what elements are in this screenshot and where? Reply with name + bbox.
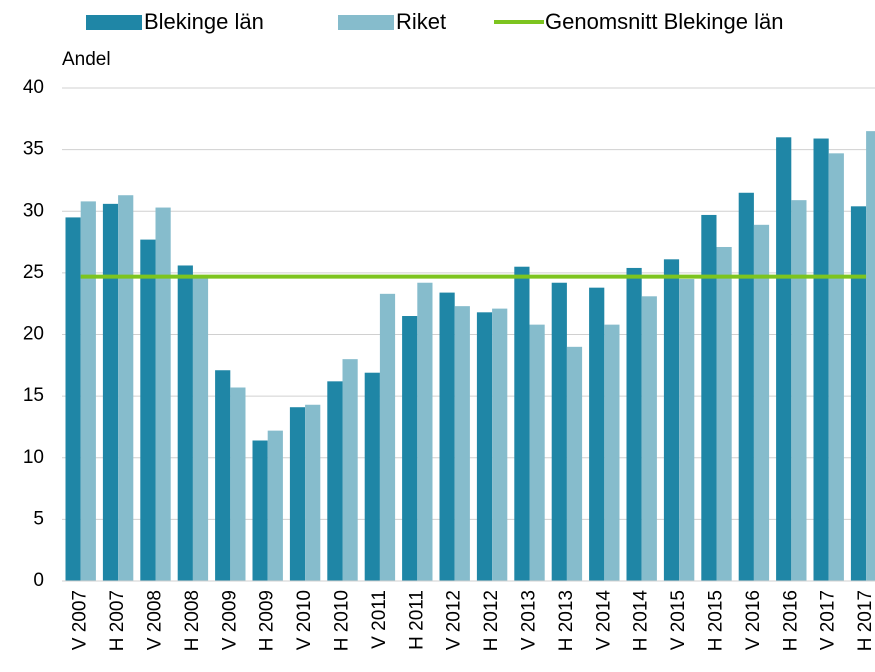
x-tick-label: V 2017: [818, 590, 839, 650]
y-tick-label: 5: [33, 508, 44, 529]
bar: [529, 324, 545, 581]
bar: [753, 224, 770, 581]
bar: [514, 266, 530, 581]
bar: [813, 138, 829, 581]
x-tick-label: H 2008: [182, 590, 203, 651]
bar: [65, 217, 81, 581]
bar: [776, 137, 792, 582]
bar: [551, 282, 567, 581]
legend-label: Blekinge län: [144, 9, 264, 34]
bar: [192, 275, 209, 581]
x-tick-label: V 2007: [70, 590, 91, 650]
x-tick-label: V 2016: [743, 590, 764, 650]
bar: [327, 381, 343, 581]
bar: [342, 359, 358, 581]
x-tick-label: H 2013: [556, 590, 577, 651]
y-tick-label: 40: [23, 77, 44, 98]
legend-label: Genomsnitt Blekinge län: [545, 9, 783, 34]
bar: [402, 316, 418, 581]
bar: [641, 296, 657, 581]
legend-label: Riket: [396, 9, 446, 34]
x-tick-label: H 2011: [406, 590, 427, 650]
bar: [439, 292, 455, 581]
legend-swatch: [86, 15, 142, 30]
bar: [866, 131, 875, 581]
bar: [454, 306, 470, 581]
y-axis-label: Andel: [62, 49, 111, 70]
bar: [364, 372, 380, 581]
x-tick-label: H 2016: [780, 590, 801, 651]
bar: [417, 282, 433, 581]
x-tick-label: V 2012: [444, 590, 465, 650]
x-tick-label: H 2014: [631, 590, 652, 652]
bar: [850, 206, 867, 581]
x-tick-label: H 2015: [706, 590, 727, 651]
x-tick-label: H 2017: [855, 590, 875, 651]
x-tick-label: V 2010: [294, 590, 315, 650]
bar: [177, 265, 193, 581]
bar: [679, 279, 695, 581]
bar: [155, 207, 171, 582]
bar: [828, 153, 844, 581]
x-tick-label: V 2008: [145, 590, 166, 650]
x-tick-label: V 2014: [593, 590, 614, 651]
bar: [604, 324, 620, 581]
bar: [230, 387, 246, 581]
legend-swatch: [338, 15, 394, 30]
bar: [118, 195, 134, 582]
bar: [476, 312, 493, 581]
bar: [80, 201, 96, 581]
x-tick-label: V 2011: [369, 590, 390, 649]
y-tick-label: 0: [33, 570, 44, 591]
x-tick-label: V 2009: [219, 590, 240, 650]
bar: [305, 404, 321, 581]
bar: [289, 407, 306, 581]
x-tick-label: V 2015: [668, 590, 689, 650]
bar: [492, 308, 508, 581]
x-tick-label: V 2013: [519, 590, 540, 650]
bar: [716, 246, 732, 581]
bar: [791, 200, 807, 581]
y-tick-label: 15: [23, 385, 44, 406]
bar: [215, 370, 231, 581]
bar: [102, 203, 119, 582]
x-tick-label: H 2009: [257, 590, 278, 651]
bar: [589, 287, 605, 581]
bar: [140, 239, 156, 581]
x-tick-label: H 2012: [481, 590, 502, 651]
y-tick-label: 30: [23, 200, 44, 221]
x-tick-label: H 2007: [107, 590, 128, 651]
y-tick-label: 25: [23, 262, 44, 283]
y-tick-label: 35: [23, 139, 44, 160]
bar: [701, 214, 717, 581]
bar: [566, 346, 583, 581]
y-tick-label: 10: [23, 447, 44, 468]
bar: [663, 259, 680, 581]
bar: [267, 430, 283, 581]
x-tick-label: H 2010: [332, 590, 353, 651]
bar: [379, 293, 396, 581]
bar: [252, 440, 268, 581]
bar: [626, 267, 642, 581]
y-tick-label: 20: [23, 324, 44, 345]
bar: [738, 192, 754, 581]
